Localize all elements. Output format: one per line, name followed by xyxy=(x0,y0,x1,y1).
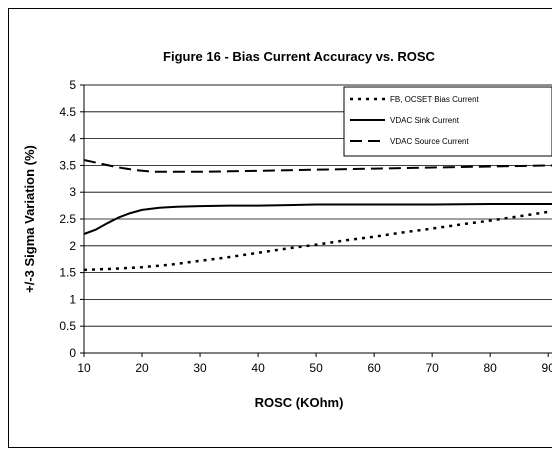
x-tick-label: 80 xyxy=(483,361,497,375)
y-tick-label: 2 xyxy=(69,239,76,253)
series-line-2 xyxy=(83,159,552,173)
chart-canvas: Figure 16 - Bias Current Accuracy vs. RO… xyxy=(22,49,552,410)
y-tick-label: 3 xyxy=(69,185,76,199)
x-tick-labels: 10 20 30 40 50 60 70 80 90 xyxy=(77,353,552,375)
x-tick-label: 90 xyxy=(542,361,552,375)
x-tick-label: 60 xyxy=(367,361,381,375)
series-lines xyxy=(83,159,552,272)
legend-label: VDAC Sink Current xyxy=(390,116,460,125)
y-axis-title: +/-3 Sigma Variation (%) xyxy=(22,145,37,293)
x-tick-label: 20 xyxy=(135,361,149,375)
y-tick-label: 1 xyxy=(69,292,76,306)
x-axis-title: ROSC (KOhm) xyxy=(255,395,344,410)
y-tick-label: 2.5 xyxy=(59,212,76,226)
y-tick-label: 0.5 xyxy=(59,319,76,333)
x-tick-label: 30 xyxy=(193,361,207,375)
y-tick-label: 4.5 xyxy=(59,105,76,119)
chart-frame: Figure 16 - Bias Current Accuracy vs. RO… xyxy=(8,8,552,448)
legend-box xyxy=(343,86,552,157)
y-tick-label: 4 xyxy=(69,132,76,146)
x-tick-label: 40 xyxy=(251,361,265,375)
legend-label: VDAC Source Current xyxy=(390,137,469,146)
x-tick-label: 70 xyxy=(425,361,439,375)
y-tick-labels: 0 0.5 1 1.5 2 2.5 3 3.5 4 4.5 5 xyxy=(59,78,84,360)
y-tick-label: 0 xyxy=(69,346,76,360)
series-line-1 xyxy=(83,203,552,235)
y-tick-label: 3.5 xyxy=(59,158,76,172)
y-tick-label: 5 xyxy=(69,78,76,92)
x-tick-label: 10 xyxy=(77,361,91,375)
x-tick-label: 50 xyxy=(309,361,323,375)
legend-label: FB, OCSET Bias Current xyxy=(390,95,480,104)
legend: FB, OCSET Bias Current VDAC Sink Current V… xyxy=(343,86,552,157)
chart-title: Figure 16 - Bias Current Accuracy vs. RO… xyxy=(163,49,436,64)
series-line-0 xyxy=(83,210,552,272)
y-tick-label: 1.5 xyxy=(59,266,76,280)
